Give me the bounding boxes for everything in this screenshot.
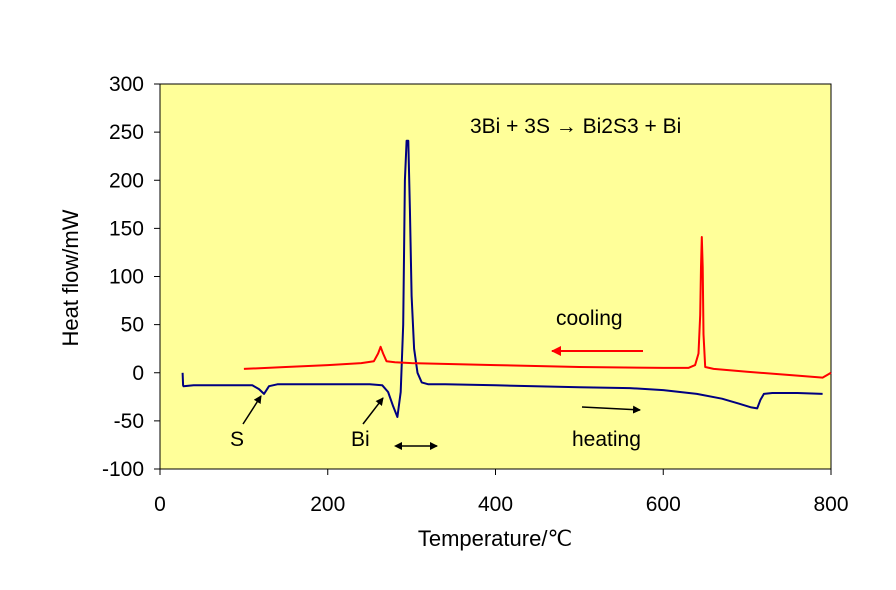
x-axis-ticks: 0 200 400 600 800: [154, 469, 849, 516]
x-tick-label: 600: [646, 493, 681, 516]
y-tick-label: 150: [109, 217, 144, 240]
y-tick-label: -100: [102, 458, 144, 481]
bi-pointer-arrow: [362, 397, 384, 425]
x-tick-label: 800: [813, 493, 848, 516]
s-pointer-arrow: [242, 395, 262, 425]
cooling-label: cooling: [556, 307, 623, 330]
y-tick-label: 0: [132, 362, 144, 385]
x-axis-title: Temperature/℃: [418, 526, 572, 551]
plot-area: [159, 83, 832, 470]
heating-arrow: [581, 405, 641, 414]
x-tick-label: 400: [478, 493, 513, 516]
series-line-cooling: [243, 236, 832, 379]
y-tick-label: -50: [114, 410, 144, 433]
y-axis-title: Heat flow/mW: [58, 209, 83, 346]
series-line-heating: [181, 139, 823, 418]
s-peak-label: S: [230, 428, 244, 451]
x-tick-label: 0: [154, 493, 166, 516]
y-tick-label: 250: [109, 121, 144, 144]
y-axis-ticks: -100 -50 0 50 100 150 200 250 300: [102, 73, 160, 481]
bi-peak-label: Bi: [351, 428, 370, 451]
y-tick-label: 200: [109, 169, 144, 192]
x-tick-label: 200: [310, 493, 345, 516]
equation-label: 3Bi + 3S → Bi2S3 + Bi: [470, 115, 681, 138]
series-layer: [181, 139, 832, 418]
y-tick-label: 100: [109, 266, 144, 289]
y-tick-label: 50: [121, 314, 144, 337]
heating-label: heating: [572, 428, 641, 451]
y-tick-label: 300: [109, 73, 144, 96]
